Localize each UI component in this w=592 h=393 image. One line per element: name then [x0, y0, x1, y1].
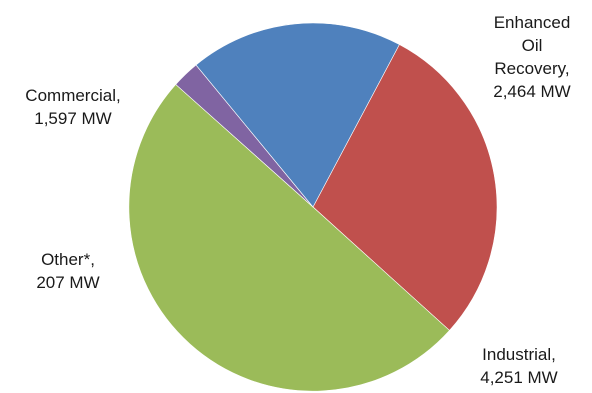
- slice-labels: Enhanced Oil Recovery, 2,464 MW Industrial, 4…: [25, 13, 570, 387]
- pie-slice-enhanced-oil-recovery: [312, 44, 498, 331]
- slice-label-line: Recovery,: [494, 59, 569, 78]
- pie-slice-commercial: [195, 22, 400, 208]
- slice-label-line: Oil: [522, 36, 543, 55]
- pie-slice-industrial: [128, 84, 450, 392]
- slice-label-line: Enhanced: [494, 13, 571, 32]
- slice-label-line: Commercial,: [25, 86, 120, 105]
- pie-slices: [128, 22, 498, 392]
- slice-label-line: 1,597 MW: [34, 109, 111, 128]
- slice-label-line: 207 MW: [36, 273, 99, 292]
- slice-label-line: Other*,: [41, 250, 95, 269]
- slice-label-line: 2,464 MW: [493, 82, 570, 101]
- slice-label-enhanced-oil-recovery: Enhanced Oil Recovery, 2,464 MW: [493, 13, 570, 101]
- slice-label-other: Other*, 207 MW: [36, 250, 99, 292]
- slice-label-commercial: Commercial, 1,597 MW: [25, 86, 120, 128]
- slice-label-industrial: Industrial, 4,251 MW: [480, 345, 557, 387]
- slice-label-line: 4,251 MW: [480, 368, 557, 387]
- slice-label-line: Industrial,: [482, 345, 556, 364]
